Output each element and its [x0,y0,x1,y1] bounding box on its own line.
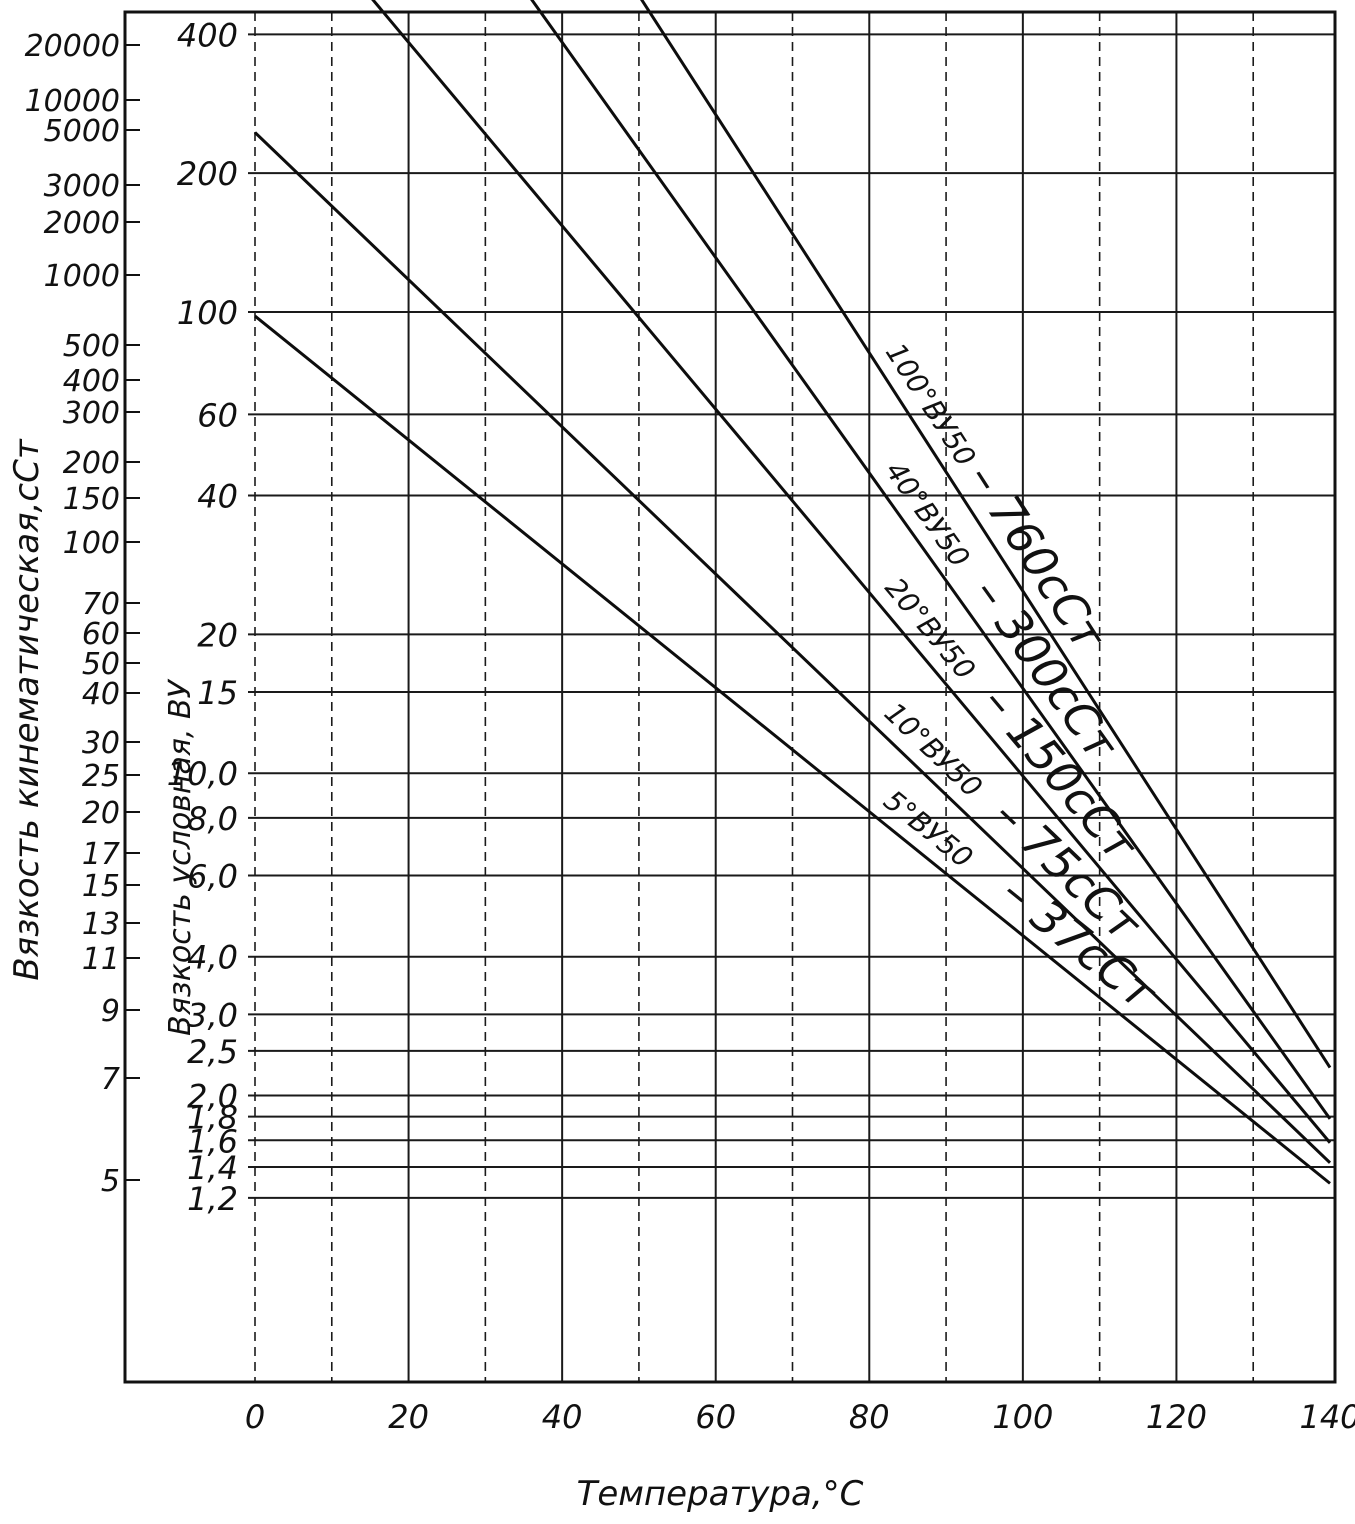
kinematic-tick-label: 3000 [44,169,120,204]
x-tick-label: 80 [849,1398,890,1436]
kinematic-tick-label: 13 [82,907,120,942]
conventional-tick-label: 6,0 [187,858,238,896]
y-axis-title-kinematic: Вязкость кинематическая,сСт [7,438,47,980]
kinematic-tick-label: 30 [82,726,120,761]
x-tick-label: 140 [1299,1398,1355,1436]
series-line [640,0,1332,1069]
conventional-tick-label: 3,0 [187,996,238,1034]
series-label-main: 100°ВУ50 [879,337,982,472]
x-tick-label: 60 [695,1398,736,1436]
kinematic-tick-label: 40 [82,677,120,712]
kinematic-tick-label: 150 [63,482,120,517]
kinematic-tick-label: 300 [63,396,120,431]
conventional-tick-label: 10,0 [167,755,238,793]
conventional-tick-label: 40 [197,478,238,516]
kinematic-tick-label: 400 [63,364,120,399]
conventional-tick-label: 200 [177,155,238,193]
conventional-tick-label: 1,6 [187,1122,238,1160]
conventional-tick-label: 60 [197,396,238,434]
conventional-tick-label: 1,2 [187,1180,238,1218]
x-tick-label: 20 [388,1398,429,1436]
kinematic-tick-label: 60 [82,617,120,652]
kinematic-tick-label: 70 [82,587,120,622]
plot-frame [123,10,1337,1384]
conventional-tick-label: 15 [197,674,238,712]
conventional-tick-label: 4,0 [187,939,238,977]
x-axis-title: Температура,°С [577,1474,864,1514]
conventional-tick-label: 2,5 [187,1033,238,1071]
conventional-tick-label: 2,0 [187,1078,238,1116]
kinematic-tick-label: 9 [101,994,120,1029]
kinematic-tick-label: 5 [101,1164,120,1199]
kinematic-tick-label: 10000 [25,84,120,119]
series-line [254,314,1331,1185]
kinematic-tick-label: 15 [82,869,120,904]
kinematic-tick-label: 50 [82,647,120,682]
conventional-tick-label: 1,8 [187,1099,238,1137]
kinematic-tick-label: 20 [82,796,120,831]
conventional-tick-label: 20 [197,616,238,654]
conventional-tick-label: 400 [177,16,238,54]
x-tick-label: 120 [1146,1398,1207,1436]
x-tick-label: 40 [542,1398,583,1436]
series-line [253,131,1332,1164]
kinematic-tick-label: 200 [63,446,120,481]
x-tick-label: 0 [245,1398,265,1436]
axes: 4002001006040201510,08,06,04,03,02,52,01… [25,16,1355,1436]
series-line [371,0,1332,1144]
kinematic-tick-label: 100 [63,526,120,561]
kinematic-tick-label: 2000 [44,206,120,241]
grid [248,12,1335,1382]
conventional-tick-label: 100 [177,294,238,332]
kinematic-tick-label: 7 [101,1062,120,1097]
kinematic-tick-label: 5000 [44,114,120,149]
series-label-main: 20°ВУ50 [878,571,981,685]
conventional-tick-label: 8,0 [187,800,238,838]
kinematic-tick-label: 11 [82,942,120,977]
series-line [530,0,1332,1120]
kinematic-tick-label: 25 [82,759,120,794]
series-lines [253,0,1332,1185]
y-axis-title-conventional: Вязкость условная, ВУ [163,678,198,1035]
x-tick-label: 100 [992,1398,1053,1436]
conventional-tick-label: 1,4 [187,1149,238,1187]
kinematic-tick-label: 500 [63,329,120,364]
kinematic-tick-label: 1000 [44,259,120,294]
kinematic-tick-label: 20000 [25,29,120,64]
kinematic-tick-label: 17 [82,837,120,872]
